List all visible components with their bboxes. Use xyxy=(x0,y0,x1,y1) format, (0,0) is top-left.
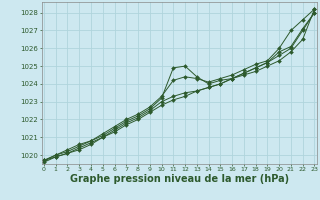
X-axis label: Graphe pression niveau de la mer (hPa): Graphe pression niveau de la mer (hPa) xyxy=(70,174,289,184)
